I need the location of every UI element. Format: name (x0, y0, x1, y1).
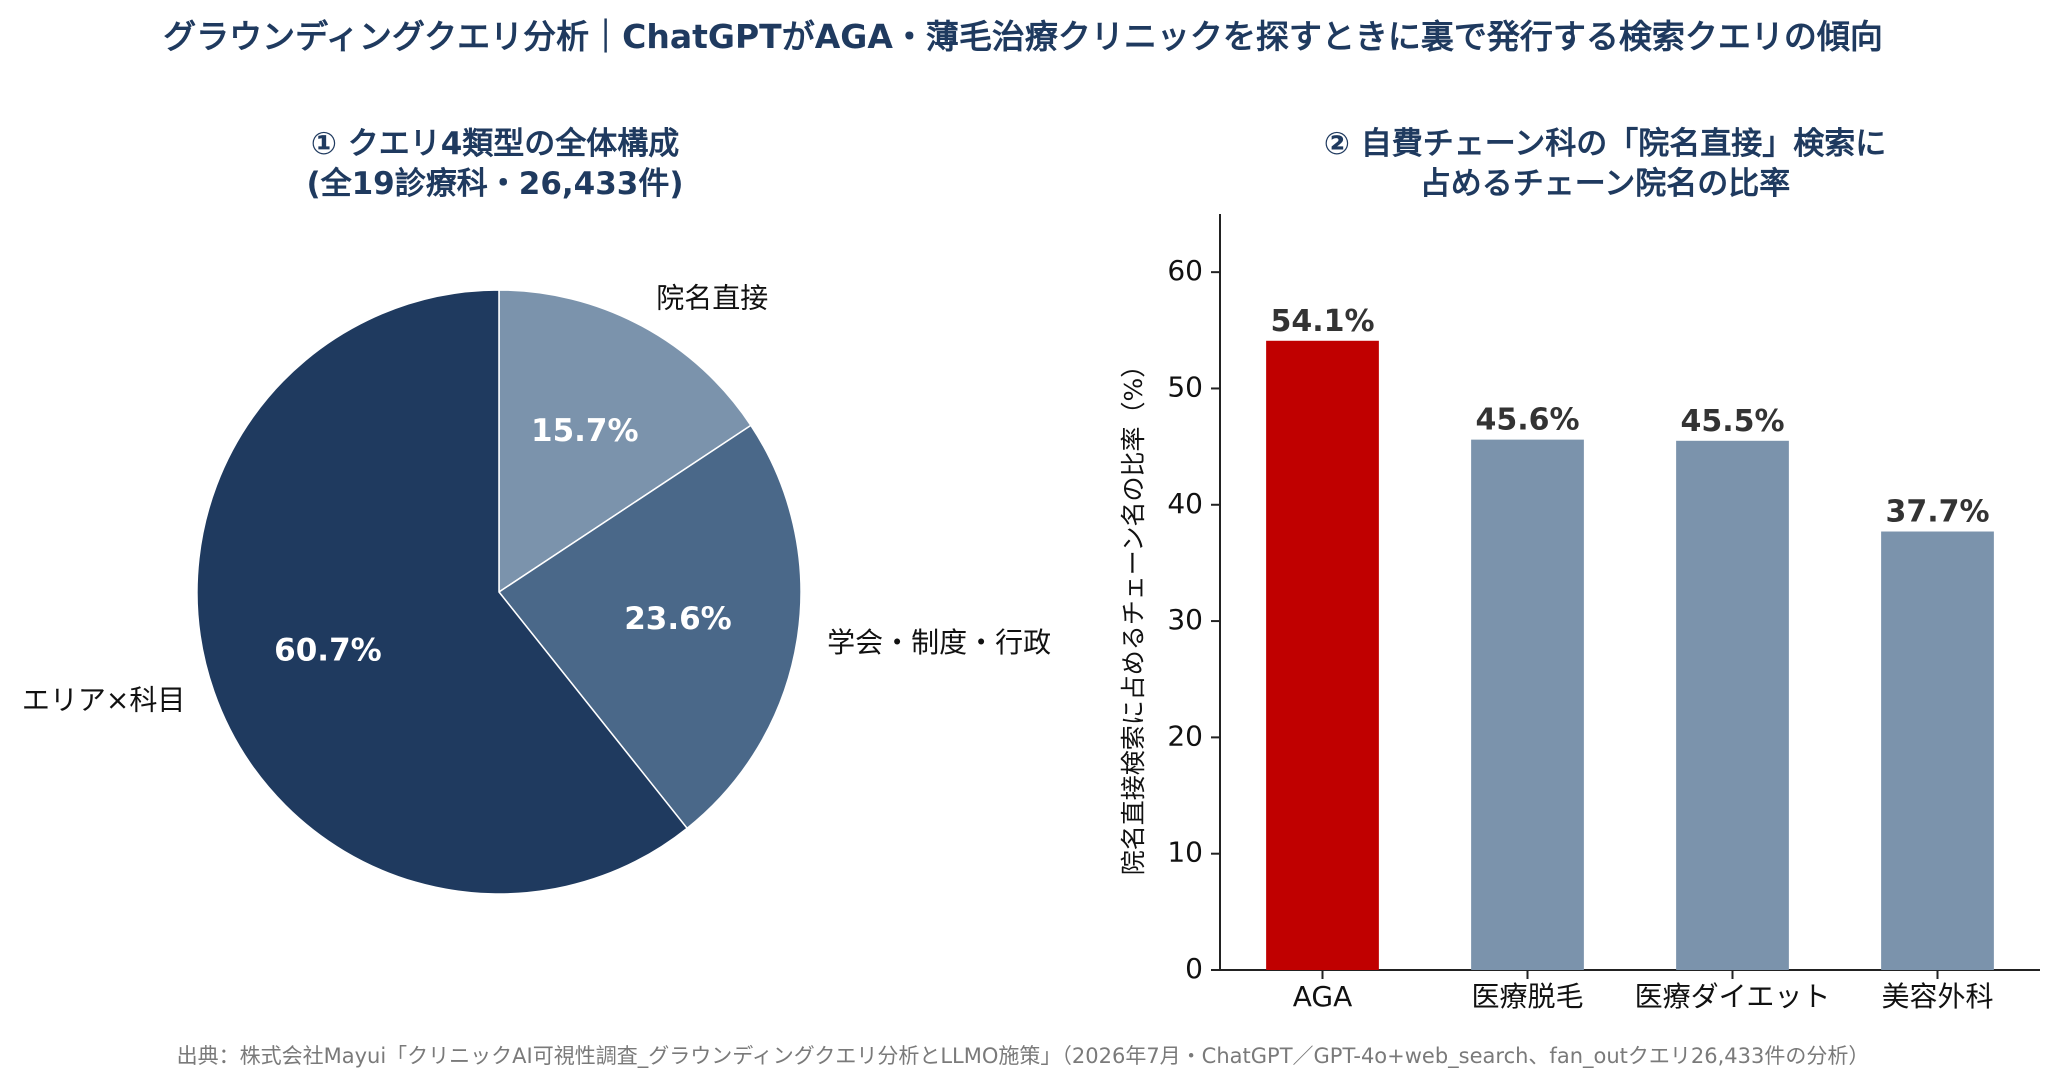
bar-value-label: 54.1% (1270, 304, 1374, 339)
y-tick-label: 10 (1167, 836, 1203, 869)
bar (1881, 531, 1994, 970)
pie-slice-value-label: 23.6% (624, 601, 732, 637)
pie-slice (497, 424, 802, 830)
y-tick-label: 60 (1167, 254, 1203, 287)
y-tick-label: 0 (1185, 952, 1203, 985)
bar-chart-title: ② 自費チェーン科の「院名直接」検索に 占めるチェーン院名の比率 (1180, 124, 2030, 204)
x-tick-label: 医療ダイエット (1635, 980, 1831, 1013)
pie-slice (196, 289, 689, 895)
main-title: グラウンディングクエリ分析｜ChatGPTがAGA・薄毛治療クリニックを探すとき… (163, 17, 1883, 56)
pie-chart-title-line-1: ① クエリ4類型の全体構成 (310, 126, 680, 162)
bar-value-label: 45.6% (1475, 403, 1579, 438)
pie-slice-value-label: 60.7% (274, 632, 382, 668)
x-tick-label: 美容外科 (1881, 980, 1993, 1013)
pie-slice-category-label: 院名直接 (656, 281, 768, 314)
bar-value-label: 45.5% (1680, 404, 1784, 439)
bar-chart: 0 10 20 30 40 50 60 院名直接検索に占めるチェーン名の比率（%） 54.1% A… (1119, 214, 2040, 1013)
pie-slice-category-label: 学会・制度・行政 (827, 626, 1051, 659)
bar-value-label: 37.7% (1885, 495, 1989, 530)
y-tick-label: 50 (1167, 370, 1203, 403)
y-axis-label: 院名直接検索に占めるチェーン名の比率（%） (1119, 353, 1148, 876)
pie-chart-title-line-2: (全19診療科・26,433件) (306, 166, 684, 202)
y-tick-label: 20 (1167, 719, 1203, 752)
y-tick-label: 40 (1167, 487, 1203, 520)
pie-chart: 15.7% 院名直接 23.6% 学会・制度・行政 60.7% エリア×科目 (22, 281, 1051, 895)
bar-chart-title-line-2: 占めるチェーン院名の比率 (1419, 166, 1791, 202)
bar (1266, 340, 1379, 970)
pie-slice-category-label: エリア×科目 (22, 684, 185, 717)
pie-slice-value-label: 15.7% (531, 413, 639, 449)
bar (1676, 440, 1789, 970)
bar (1471, 439, 1584, 970)
source-note: 出典：株式会社Mayui「クリニックAI可視性調査_グラウンディングクエリ分析と… (176, 1044, 1870, 1068)
pie-chart-title: ① クエリ4類型の全体構成 (全19診療科・26,433件) (150, 124, 840, 204)
x-tick-label: AGA (1293, 980, 1353, 1013)
pie-slice (498, 289, 752, 594)
y-tick-label: 30 (1167, 603, 1203, 636)
bar-chart-title-line-1: ② 自費チェーン科の「院名直接」検索に (1323, 126, 1887, 162)
x-tick-label: 医療脱毛 (1471, 980, 1583, 1013)
